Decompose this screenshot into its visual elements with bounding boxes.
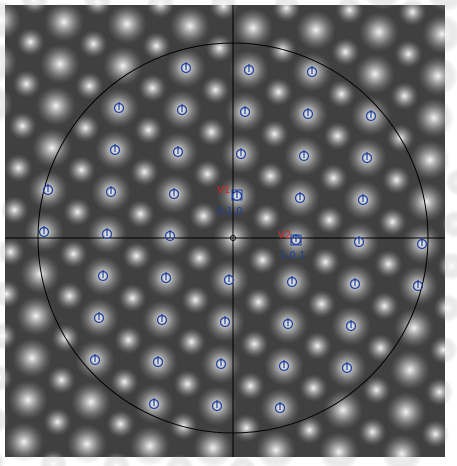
spot [1, 196, 29, 224]
spot [170, 412, 198, 440]
spot [257, 162, 285, 190]
spot [143, 32, 171, 60]
spot [4, 422, 44, 462]
spot [170, 6, 210, 46]
spot [0, 448, 5, 466]
spot [371, 292, 399, 320]
spot [119, 284, 147, 312]
v2-label: V2 [278, 230, 291, 241]
spot [233, 414, 261, 442]
spot [324, 122, 352, 150]
spot [253, 204, 281, 232]
spot [56, 282, 84, 310]
spot [186, 244, 214, 272]
spot [394, 308, 434, 348]
spot [233, 8, 273, 48]
spot [194, 160, 222, 188]
spot [320, 164, 348, 192]
spot [190, 202, 218, 230]
spot [131, 158, 159, 186]
spot [206, 34, 234, 62]
spot [245, 288, 273, 316]
spot [359, 418, 387, 446]
spot [229, 456, 257, 466]
spot [367, 334, 395, 362]
spot [304, 332, 332, 360]
spot [237, 372, 265, 400]
v1-index: 0,1,0 [217, 206, 242, 217]
spot [406, 182, 446, 222]
spot [269, 36, 297, 64]
spot [123, 242, 151, 270]
spot [300, 374, 328, 402]
spot [316, 206, 344, 234]
spot [296, 10, 336, 50]
spot [72, 114, 100, 142]
spot [265, 78, 293, 106]
spot [391, 82, 419, 110]
spot [48, 366, 76, 394]
spot [40, 44, 80, 84]
spot [12, 338, 52, 378]
spot [8, 380, 48, 420]
spot [44, 408, 72, 436]
spot [60, 240, 88, 268]
spot [395, 40, 423, 68]
spot [414, 98, 454, 138]
spot [17, 28, 45, 56]
v2-index: 1,0,1 [280, 250, 305, 261]
spot [422, 420, 450, 448]
spot [20, 254, 60, 294]
spot [135, 116, 163, 144]
spot [198, 118, 226, 146]
spot [68, 156, 96, 184]
spot [418, 56, 457, 96]
spot [64, 198, 92, 226]
spot [308, 290, 336, 318]
spot [9, 112, 37, 140]
spot [13, 70, 41, 98]
spot [430, 336, 457, 364]
spot [355, 54, 395, 94]
spot [111, 368, 139, 396]
spot [32, 128, 72, 168]
spot [67, 424, 107, 464]
spot [332, 38, 360, 66]
spot [202, 76, 230, 104]
spot [446, 168, 457, 196]
spot [261, 120, 289, 148]
spot [16, 296, 56, 336]
spot [241, 330, 269, 358]
diffraction-view: V1 0,1,0 V2 1,0,1 [0, 0, 457, 466]
spot [174, 370, 202, 398]
spot [410, 140, 450, 180]
v1-label: V1 [217, 185, 230, 196]
spot [71, 382, 111, 422]
spot [386, 392, 426, 432]
spot [249, 246, 277, 274]
spot [182, 286, 210, 314]
spot [130, 426, 170, 466]
spot [36, 86, 76, 126]
spot [426, 378, 454, 406]
spot [5, 154, 33, 182]
spot [375, 250, 403, 278]
spot [115, 326, 143, 354]
spot [127, 200, 155, 228]
spot [103, 46, 143, 86]
spot [383, 166, 411, 194]
spot [328, 80, 356, 108]
spot [359, 12, 399, 52]
spot [296, 416, 324, 444]
spot [379, 208, 407, 236]
spot [178, 328, 206, 356]
spot [390, 350, 430, 390]
spot [312, 248, 340, 276]
spot [139, 74, 167, 102]
spot [107, 4, 147, 44]
spot [323, 390, 363, 430]
spot [107, 410, 135, 438]
spot [44, 2, 84, 42]
spot [80, 30, 108, 58]
